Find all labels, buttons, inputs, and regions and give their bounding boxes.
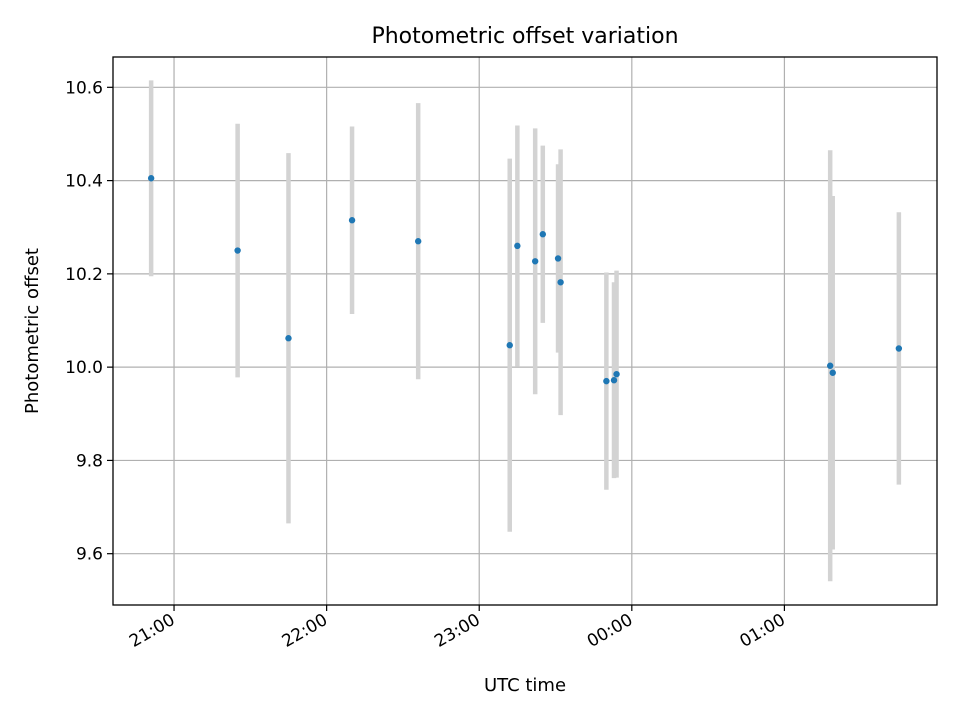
data-point [829,369,836,376]
data-point [234,247,241,254]
x-tick-label: 22:00 [279,610,331,652]
data-point [531,258,539,265]
data-point [554,255,562,262]
x-tick-label: 21:00 [126,610,178,652]
data-point [348,217,356,224]
data-point [826,362,834,369]
y-tick-label: 10.0 [65,358,103,378]
data-point [147,175,155,182]
data-point [557,279,564,286]
x-axis-label: UTC time [484,675,566,696]
y-tick-label: 10.2 [65,265,103,285]
data-point [603,377,610,385]
error-bars [148,80,902,582]
x-tick-label: 00:00 [584,610,636,652]
data-point [514,242,521,250]
data-point [613,370,620,378]
data-points [147,175,903,385]
data-point [610,377,618,384]
x-tick-label: 23:00 [431,610,483,652]
data-point [539,231,547,238]
plot-frame [112,56,938,606]
data-point [506,342,513,349]
y-tick-label: 10.4 [65,172,103,192]
grid-lines [113,57,937,605]
data-point [895,345,903,352]
data-point [285,335,292,342]
x-tick-label: 01:00 [736,610,788,652]
y-tick-label: 10.6 [65,78,103,98]
chart-title: Photometric offset variation [371,24,678,49]
data-point [414,238,422,245]
y-tick-label: 9.8 [76,451,103,471]
y-axis-label: Photometric offset [22,248,43,414]
y-tick-label: 9.6 [76,545,103,565]
